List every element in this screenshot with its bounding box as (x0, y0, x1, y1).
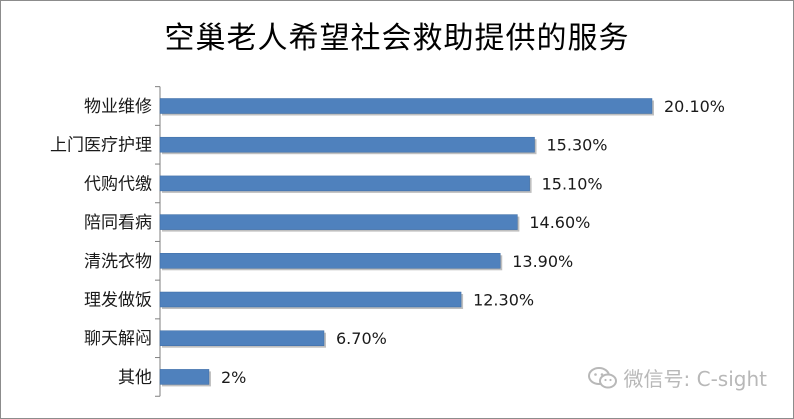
value-label: 15.10% (542, 174, 603, 193)
category-label: 理发做饭 (84, 291, 152, 311)
bar (159, 369, 210, 385)
category-label: 聊天解闷 (84, 329, 152, 349)
category-label: 其他 (118, 368, 152, 388)
category-label: 物业维修 (84, 97, 152, 117)
value-label: 14.60% (529, 213, 590, 232)
watermark-text: 微信号: C-sight (623, 367, 767, 391)
value-label: 13.90% (512, 252, 573, 271)
bar (159, 98, 653, 114)
value-label: 20.10% (664, 97, 725, 116)
bar (159, 214, 518, 230)
value-label: 15.30% (547, 136, 608, 155)
value-label: 12.30% (473, 291, 534, 310)
category-label: 陪同看病 (84, 213, 152, 233)
category-label: 清洗衣物 (84, 252, 152, 272)
category-label: 上门医疗护理 (50, 136, 152, 156)
category-label: 代购代缴 (84, 174, 152, 194)
watermark: 微信号: C-sight (587, 363, 767, 392)
bar (159, 136, 535, 153)
bar (159, 175, 530, 192)
value-label: 2% (221, 368, 246, 387)
bar (159, 291, 462, 308)
bar (159, 330, 325, 346)
value-label: 6.70% (336, 329, 387, 348)
wechat-icon (587, 366, 617, 388)
bar (159, 253, 501, 269)
chart-title: 空巢老人希望社会救助提供的服务 (164, 21, 630, 56)
